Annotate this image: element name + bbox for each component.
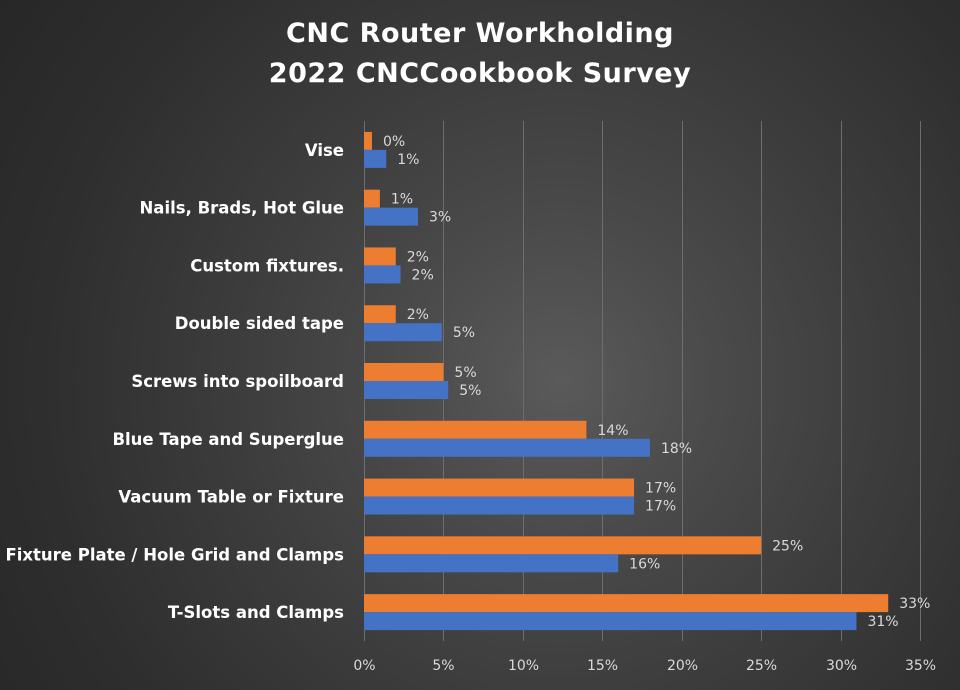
data-label: 5% — [459, 383, 481, 399]
category-label: Double sided tape — [175, 314, 344, 333]
data-label: 2% — [407, 307, 429, 323]
bar-orange — [364, 536, 762, 555]
x-tick-label: 25% — [746, 658, 777, 674]
data-label: 5% — [454, 365, 476, 381]
x-tick-label: 15% — [587, 658, 618, 674]
data-label: 1% — [397, 152, 419, 168]
bar-orange — [364, 247, 396, 266]
bar-blue — [364, 612, 857, 631]
bar-orange — [364, 594, 889, 613]
bar-blue — [364, 149, 387, 168]
chart-title: CNC Router Workholding 2022 CNCCookbook … — [0, 14, 960, 94]
data-label: 18% — [661, 441, 692, 457]
x-tick-label: 35% — [905, 658, 936, 674]
data-label: 25% — [772, 538, 803, 554]
data-label: 17% — [645, 481, 676, 497]
category-label: Vacuum Table or Fixture — [118, 488, 344, 507]
data-label: 2% — [412, 267, 434, 283]
category-label: Fixture Plate / Hole Grid and Clamps — [5, 545, 344, 564]
data-label: 14% — [597, 423, 628, 439]
bar-blue — [364, 265, 401, 284]
bar-orange — [364, 189, 380, 208]
data-label: 3% — [429, 210, 451, 226]
category-label: T-Slots and Clamps — [168, 603, 344, 622]
bar-blue — [364, 323, 442, 342]
category-label: Nails, Brads, Hot Glue — [140, 199, 345, 218]
bar-orange — [364, 363, 444, 381]
bar-orange — [364, 131, 372, 150]
data-label: 31% — [867, 614, 898, 630]
bar-orange — [364, 478, 635, 497]
category-label: Vise — [305, 141, 344, 160]
data-label: 33% — [899, 596, 930, 612]
category-label: Screws into spoilboard — [131, 372, 344, 391]
bar-blue — [364, 381, 449, 399]
bar-blue — [364, 438, 650, 457]
chart-title-line-1: CNC Router Workholding — [286, 18, 674, 49]
data-label: 0% — [383, 134, 405, 150]
bar-blue — [364, 496, 635, 515]
x-tick-label: 10% — [508, 658, 539, 674]
data-label: 2% — [407, 249, 429, 265]
x-tick-label: 30% — [826, 658, 857, 674]
category-label: Custom fixtures. — [190, 256, 344, 275]
bar-blue — [364, 207, 419, 226]
data-label: 16% — [629, 556, 660, 572]
chart-title-line-2: 2022 CNCCookbook Survey — [268, 58, 692, 89]
x-tick-label: 0% — [353, 658, 375, 674]
data-label: 1% — [391, 192, 413, 208]
x-tick-label: 5% — [432, 658, 454, 674]
x-tick-label: 20% — [667, 658, 698, 674]
bar-blue — [364, 554, 619, 573]
category-label: Blue Tape and Superglue — [112, 430, 344, 449]
bar-orange — [364, 420, 587, 439]
bar-orange — [364, 305, 396, 324]
data-label: 17% — [645, 499, 676, 515]
data-label: 5% — [453, 325, 475, 341]
